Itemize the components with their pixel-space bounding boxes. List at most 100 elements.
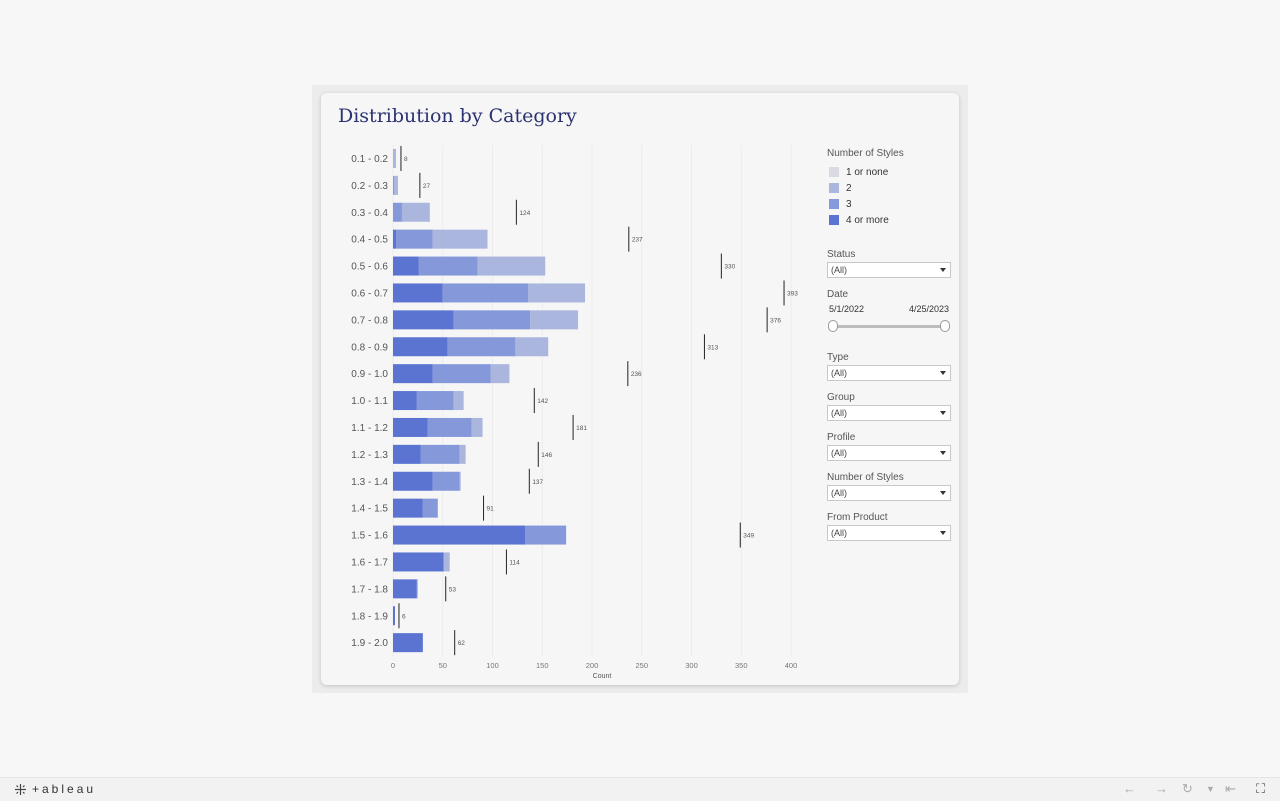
bar-chart[interactable]: 0 50 100 150 200 250 300 350 400 Count 0.1 - 0.2 8 0…: [321, 93, 821, 685]
legend-item-2[interactable]: 2: [827, 180, 951, 196]
status-dropdown[interactable]: (All): [827, 262, 951, 278]
bar-segment[interactable]: [393, 175, 398, 195]
bar-segment[interactable]: [393, 552, 444, 572]
bar-segment[interactable]: [393, 283, 443, 303]
total-data-label: 313: [707, 344, 718, 351]
from-product-dropdown[interactable]: (All): [827, 525, 951, 541]
bar-segment[interactable]: [447, 337, 516, 357]
legend-swatch: [829, 199, 839, 209]
bar-segment[interactable]: [442, 283, 529, 303]
bar-segment[interactable]: [530, 310, 579, 330]
bar-segment[interactable]: [490, 364, 510, 384]
group-filter: Group (All): [827, 392, 951, 421]
bar-segment[interactable]: [393, 417, 428, 437]
x-tick-label: 200: [586, 661, 599, 670]
dashboard-frame: Distribution by Category 0 50 100 150 200 250…: [312, 85, 968, 693]
bar-segment[interactable]: [443, 552, 450, 572]
bar-segment[interactable]: [528, 283, 586, 303]
bar-segment[interactable]: [422, 498, 438, 518]
bar-segment[interactable]: [393, 633, 423, 653]
legend-label: 3: [846, 198, 852, 210]
bar-segment[interactable]: [418, 256, 478, 276]
bar-segment[interactable]: [432, 229, 488, 249]
bar-segment[interactable]: [453, 391, 464, 411]
bar-segment[interactable]: [432, 471, 460, 491]
status-filter: Status (All): [827, 249, 951, 278]
y-category-label: 1.8 - 1.9: [351, 611, 388, 622]
legend-label: 1 or none: [846, 166, 889, 178]
tableau-logo-text: +ableau: [32, 782, 97, 796]
x-axis-label: Count: [593, 673, 612, 680]
bar-segment[interactable]: [393, 606, 395, 626]
bar-segment[interactable]: [453, 310, 531, 330]
bar-segment[interactable]: [401, 202, 430, 222]
type-filter-label: Type: [827, 352, 849, 363]
bar-segment[interactable]: [515, 337, 549, 357]
legend-item-4-or-more[interactable]: 4 or more: [827, 212, 951, 228]
total-data-label: 62: [458, 640, 466, 647]
num-styles-filter: Number of Styles (All): [827, 472, 951, 501]
total-data-label: 376: [770, 317, 781, 324]
bar-segment[interactable]: [393, 471, 433, 491]
bar-segment[interactable]: [420, 444, 460, 464]
bar-segment[interactable]: [393, 256, 419, 276]
bar-segment[interactable]: [393, 148, 396, 168]
undo-icon[interactable]: ←: [1123, 781, 1136, 796]
num-styles-dropdown[interactable]: (All): [827, 485, 951, 501]
date-slider-track: [833, 325, 945, 328]
date-filter-label: Date: [827, 289, 849, 300]
bar-segment[interactable]: [393, 310, 454, 330]
caret-down-icon: [940, 531, 946, 535]
bar-segment[interactable]: [459, 471, 461, 491]
bar-segment[interactable]: [416, 579, 418, 599]
bar-segment[interactable]: [393, 525, 526, 545]
bar-segment[interactable]: [393, 337, 448, 357]
redo-icon[interactable]: →: [1155, 781, 1168, 796]
y-category-label: 0.9 - 1.0: [351, 369, 388, 380]
bar-segment[interactable]: [459, 444, 466, 464]
caret-down-icon: [940, 371, 946, 375]
total-data-label: 142: [537, 398, 548, 405]
reset-icon[interactable]: ⇤: [1225, 781, 1236, 796]
bar-segment[interactable]: [471, 417, 483, 437]
fullscreen-icon[interactable]: ⛶: [1256, 781, 1266, 796]
x-tick-label: 350: [735, 661, 748, 670]
bar-segment[interactable]: [393, 175, 394, 195]
bar-segment[interactable]: [432, 364, 491, 384]
date-slider-start-handle[interactable]: [828, 320, 838, 332]
group-dropdown[interactable]: (All): [827, 405, 951, 421]
y-category-label: 0.5 - 0.6: [351, 262, 388, 273]
status-filter-label: Status: [827, 249, 856, 260]
caret-down-icon: [940, 451, 946, 455]
tableau-logo[interactable]: +ableau: [14, 782, 96, 796]
revert-menu-chevron-down-icon[interactable]: ▼: [1206, 784, 1215, 794]
y-category-label: 1.0 - 1.1: [351, 396, 388, 407]
bar-segment[interactable]: [393, 364, 433, 384]
date-slider[interactable]: [827, 320, 951, 332]
bar-segment[interactable]: [393, 202, 402, 222]
profile-dropdown[interactable]: (All): [827, 445, 951, 461]
total-data-label: 181: [576, 425, 587, 432]
bar-segment[interactable]: [477, 256, 546, 276]
bar-segment[interactable]: [393, 444, 421, 464]
bar-segment[interactable]: [427, 417, 472, 437]
x-tick-label: 400: [785, 661, 798, 670]
type-dropdown[interactable]: (All): [827, 365, 951, 381]
profile-dropdown-value: (All): [831, 448, 847, 458]
bar-segment[interactable]: [393, 498, 423, 518]
total-data-label: 8: [404, 156, 408, 163]
bar-segment[interactable]: [416, 391, 454, 411]
num-styles-dropdown-value: (All): [831, 488, 847, 498]
bar-segment[interactable]: [525, 525, 567, 545]
num-styles-filter-label: Number of Styles: [827, 472, 904, 483]
legend-item-3[interactable]: 3: [827, 196, 951, 212]
y-category-label: 1.9 - 2.0: [351, 638, 388, 649]
bar-segment[interactable]: [395, 229, 433, 249]
legend-item-1-or-none[interactable]: 1 or none: [827, 164, 951, 180]
date-slider-end-handle[interactable]: [940, 320, 950, 332]
bar-segment[interactable]: [393, 229, 396, 249]
bar-segment[interactable]: [393, 579, 417, 599]
revert-icon[interactable]: ↻: [1182, 781, 1193, 796]
tableau-toolbar: +ableau ← → ↻ ▼ ⇤ ⛶: [0, 777, 1280, 801]
bar-segment[interactable]: [393, 391, 417, 411]
